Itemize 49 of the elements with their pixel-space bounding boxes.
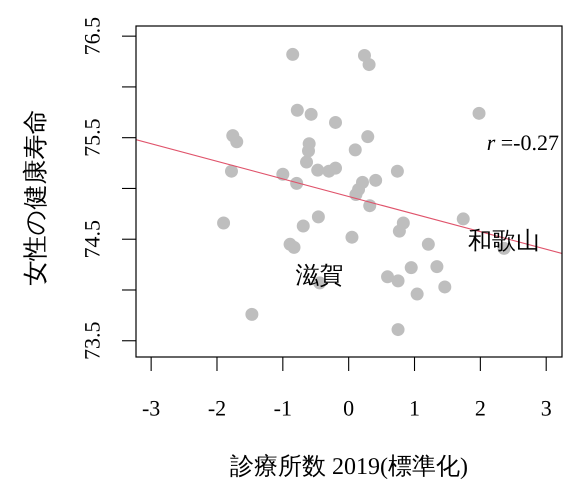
point [311,164,324,177]
x-tick-label: -2 [208,396,226,420]
point [304,108,318,121]
point [369,174,382,187]
x-tick-label: 1 [409,396,420,420]
point [430,260,444,274]
y-tick-label: 74.5 [80,220,104,258]
point [276,168,290,181]
annotation: 滋賀 [296,260,344,289]
annotation: r =-0.27 [486,129,559,154]
point [329,162,342,175]
point [345,230,358,244]
point [422,238,435,251]
point [456,212,470,226]
point [404,261,418,274]
y-tick-label: 73.5 [80,322,104,360]
x-tick-label: 3 [540,396,552,420]
y-tick-label: 76.5 [80,16,104,56]
point [230,135,244,148]
point [217,216,230,230]
point [224,164,238,178]
point [392,323,405,336]
point [349,188,362,202]
point [348,143,362,156]
point [362,58,376,72]
point [300,156,314,169]
y-tick-label: 75.5 [80,118,104,157]
point [329,116,342,129]
x-tick-label: -1 [274,396,292,420]
point [410,288,424,301]
point [245,308,258,321]
y-axis-title: 女性の健康寿命 [20,110,50,286]
point [361,130,374,144]
point [472,106,486,120]
point [392,224,406,238]
x-tick-label: -3 [142,396,160,420]
point [288,240,301,254]
point [390,164,404,178]
point [381,270,394,284]
point [363,199,376,212]
point [296,220,310,233]
x-tick-label: 0 [343,396,354,420]
point [286,48,300,61]
point [392,274,405,288]
point [290,104,304,117]
x-axis-title: 診療所数 2019(標準化) [230,453,468,480]
x-tick-label: 2 [474,396,486,420]
point [312,210,325,224]
point [438,280,452,294]
